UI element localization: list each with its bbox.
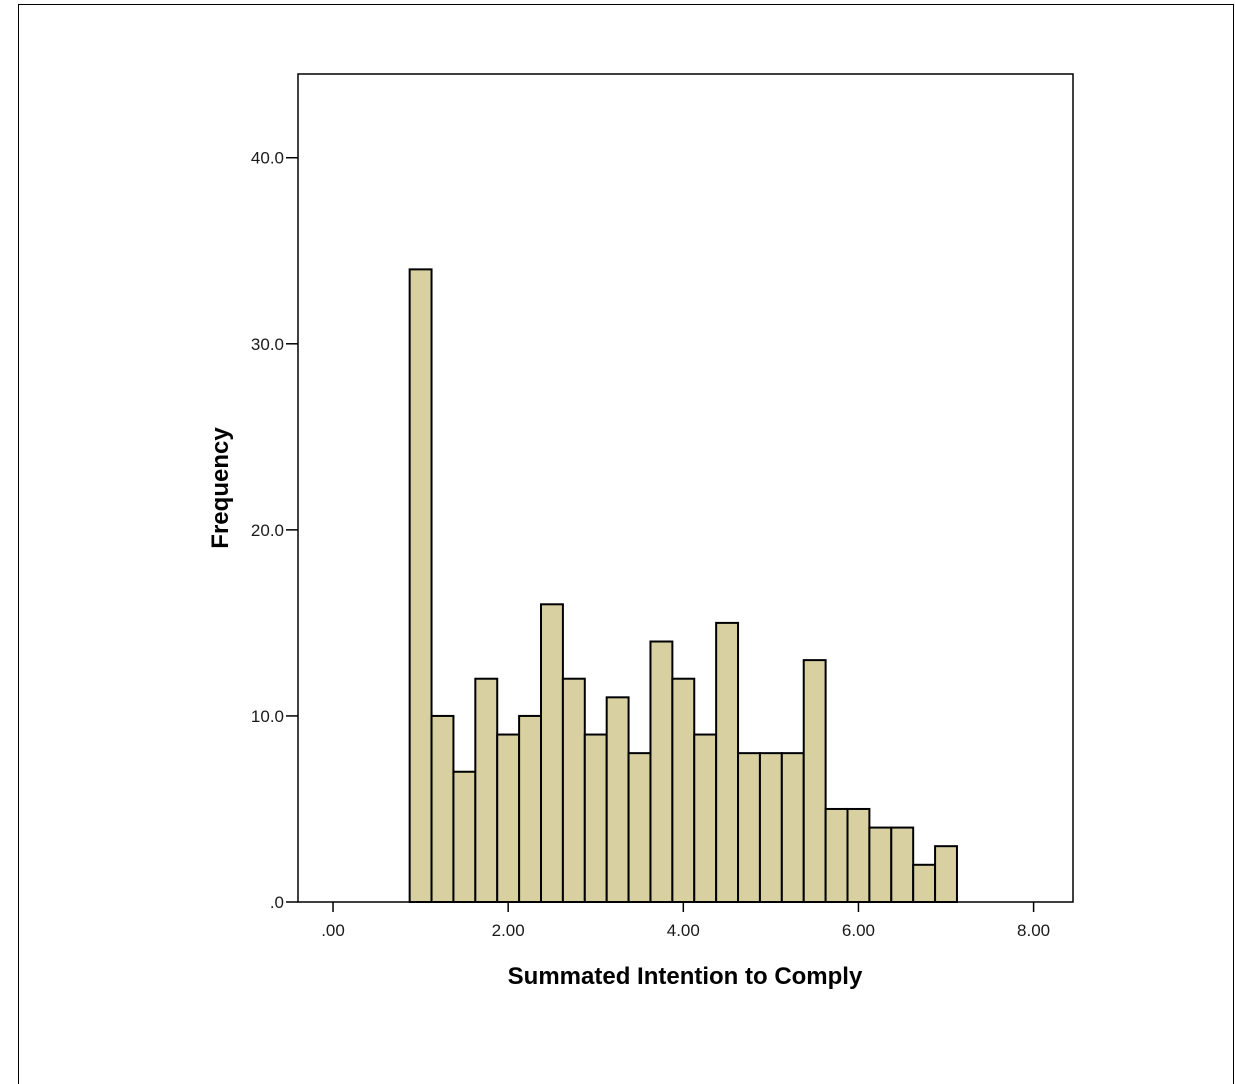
- histogram-bar: [912, 863, 937, 903]
- histogram-bar: [824, 807, 849, 904]
- figure-frame: [18, 4, 1234, 1084]
- y-axis: .0 10.0 20.0 30.0 40.0: [251, 149, 298, 912]
- histogram-bar: [518, 714, 543, 903]
- histogram-bar: [671, 677, 696, 904]
- histogram-bar: [430, 714, 455, 903]
- x-axis: .00 2.00 4.00 6.00 8.00: [321, 902, 1050, 940]
- histogram-bar: [715, 621, 740, 903]
- histogram-bar: [737, 752, 761, 903]
- histogram-bar: [452, 770, 477, 903]
- histogram-bar: [868, 826, 893, 904]
- x-axis-title: Summated Intention to Comply: [508, 963, 863, 990]
- x-tick-label: 6.00: [842, 921, 875, 940]
- histogram-bar: [649, 640, 674, 903]
- histogram-bar: [627, 752, 652, 903]
- histogram-bar: [934, 845, 958, 903]
- histogram-bar: [846, 807, 871, 904]
- histogram-bar: [408, 268, 433, 903]
- histogram-bar: [693, 733, 718, 903]
- histogram-bar: [605, 696, 630, 904]
- histogram-bar: [890, 826, 915, 904]
- histogram-bar: [561, 677, 586, 904]
- x-tick-label: .00: [321, 921, 345, 940]
- y-tick-label: 20.0: [251, 521, 284, 540]
- y-tick-label: 10.0: [251, 707, 284, 726]
- histogram-bar: [583, 733, 608, 903]
- histogram-bar: [496, 733, 521, 903]
- y-tick-label: .0: [270, 893, 284, 912]
- x-tick-label: 4.00: [667, 921, 700, 940]
- y-tick-label: 30.0: [251, 335, 284, 354]
- histogram-bar: [474, 677, 499, 904]
- histogram-bar: [780, 752, 805, 903]
- x-tick-label: 2.00: [492, 921, 525, 940]
- bars-group: [408, 268, 958, 904]
- histogram-bar: [540, 603, 564, 903]
- y-tick-label: 40.0: [251, 149, 284, 168]
- histogram-bar: [802, 659, 827, 903]
- y-axis-title: Frequency: [207, 427, 234, 549]
- histogram-bar: [758, 752, 783, 903]
- x-tick-label: 8.00: [1017, 921, 1050, 940]
